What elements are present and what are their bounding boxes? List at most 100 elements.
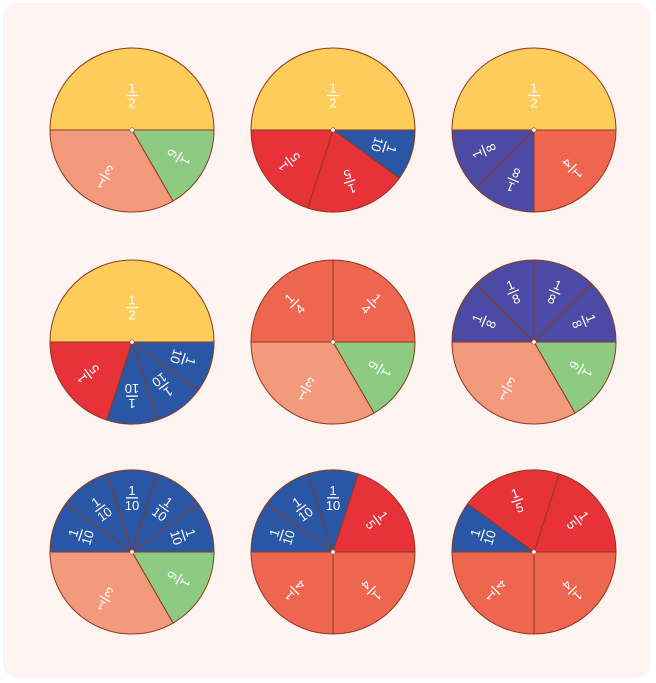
fraction-bar — [180, 529, 186, 542]
fraction-label: 110 — [266, 527, 298, 547]
fraction-denominator: 10 — [167, 347, 186, 365]
fraction-bar — [366, 299, 376, 309]
fraction-numerator: 1 — [128, 483, 135, 498]
fraction-denominator: 2 — [128, 308, 135, 323]
fraction-bar — [480, 529, 486, 542]
slice-third-1 — [451, 341, 576, 425]
slice-quarter-1 — [332, 551, 416, 635]
slice-fifth-1 — [467, 469, 560, 553]
fraction-bar — [548, 289, 561, 295]
fraction-numerator: 1 — [182, 527, 199, 539]
fraction-bar — [567, 163, 577, 173]
fraction-bar — [78, 529, 84, 542]
fraction-numerator: 1 — [467, 527, 484, 539]
slice-quarter-1 — [533, 129, 617, 213]
fraction-bar — [295, 504, 307, 513]
fraction-bar — [290, 585, 300, 595]
slice-fifth-2 — [250, 129, 334, 209]
fraction-bar — [99, 595, 111, 603]
slice-fifth-1 — [307, 129, 400, 213]
fraction-bar — [581, 315, 587, 328]
slice-eighth-1 — [475, 129, 535, 213]
slice-half-1 — [49, 47, 215, 131]
fraction-denominator: 10 — [326, 498, 340, 513]
fraction-numerator: 1 — [266, 527, 283, 539]
fraction-label: 110 — [368, 135, 400, 155]
fraction-numerator: 1 — [383, 143, 400, 155]
fraction-bar — [501, 385, 513, 393]
fraction-denominator: 2 — [530, 96, 537, 111]
fraction-denominator: 10 — [167, 528, 186, 546]
fraction-numerator: 1 — [346, 180, 358, 197]
center-dot — [129, 127, 135, 133]
fraction-bar — [511, 498, 524, 504]
slice-eighth-1 — [451, 283, 535, 343]
fraction-denominator: 10 — [149, 504, 170, 525]
fraction-numerator: 1 — [128, 293, 135, 308]
fraction-denominator: 2 — [128, 96, 135, 111]
fraction-bar — [376, 363, 384, 375]
slice-sixth-1 — [131, 129, 215, 202]
fraction-bar — [175, 151, 183, 163]
fraction-numerator: 1 — [329, 81, 336, 96]
fraction-bar — [290, 299, 300, 309]
fraction-label: 110 — [467, 527, 499, 547]
slice-quarter-1 — [250, 259, 334, 343]
center-dot — [129, 549, 135, 555]
fraction-label: 110 — [125, 381, 139, 411]
slice-half-1 — [250, 47, 416, 131]
slice-eighth-3 — [533, 259, 593, 343]
slice-eighth-2 — [475, 259, 535, 343]
center-dot — [531, 127, 537, 133]
fraction-bar — [481, 315, 487, 328]
fraction-bar — [343, 178, 356, 184]
fraction-bar — [366, 585, 376, 595]
fraction-label: 12 — [126, 293, 138, 323]
fraction-label: 12 — [327, 81, 339, 111]
slice-fifth-1 — [332, 473, 416, 553]
fraction-numerator: 1 — [182, 355, 199, 367]
fraction-numerator: 1 — [128, 396, 135, 411]
fraction-bar — [491, 585, 501, 595]
fraction-label: 110 — [167, 527, 199, 547]
fraction-bar — [279, 529, 285, 542]
slice-third-1 — [250, 341, 375, 425]
fraction-bar — [381, 140, 387, 153]
slice-fifth-1 — [49, 341, 133, 421]
slice-sixth-1 — [131, 551, 215, 624]
fraction-bar — [84, 368, 93, 380]
fraction-denominator: 2 — [329, 96, 336, 111]
fraction-numerator: 1 — [530, 81, 537, 96]
fraction-bar — [507, 177, 520, 183]
fraction-bar — [372, 514, 381, 526]
center-dot — [330, 127, 336, 133]
fraction-bar — [577, 363, 585, 375]
slice-sixth-1 — [533, 341, 617, 414]
fraction-numerator: 1 — [509, 485, 521, 502]
fraction-bar — [175, 573, 183, 585]
slice-quarter-2 — [451, 551, 535, 635]
fraction-denominator: 10 — [480, 528, 499, 546]
fraction-bar — [567, 585, 577, 595]
fraction-numerator: 1 — [128, 81, 135, 96]
slice-fifth-2 — [533, 473, 617, 553]
slice-half-1 — [49, 259, 215, 343]
fraction-bar — [158, 504, 170, 513]
center-dot — [531, 339, 537, 345]
slice-eighth-4 — [533, 283, 617, 343]
slice-third-1 — [49, 129, 174, 213]
fraction-denominator: 10 — [94, 504, 115, 525]
fraction-label: 12 — [528, 81, 540, 111]
fraction-bar — [573, 514, 582, 526]
slice-sixth-1 — [332, 341, 416, 414]
fraction-bar — [158, 381, 170, 390]
fraction-label: 15 — [509, 485, 525, 516]
slice-half-1 — [451, 47, 617, 131]
